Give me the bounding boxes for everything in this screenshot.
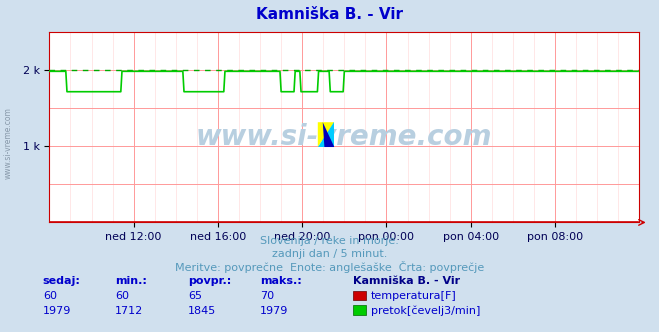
Text: povpr.:: povpr.: <box>188 276 231 286</box>
Text: sedaj:: sedaj: <box>43 276 80 286</box>
Text: www.si-vreme.com: www.si-vreme.com <box>196 123 492 150</box>
Text: Meritve: povprečne  Enote: anglešaške  Črta: povprečje: Meritve: povprečne Enote: anglešaške Črt… <box>175 261 484 273</box>
Polygon shape <box>318 122 334 147</box>
Text: www.si-vreme.com: www.si-vreme.com <box>3 107 13 179</box>
Text: 1845: 1845 <box>188 306 216 316</box>
Polygon shape <box>323 122 334 147</box>
Polygon shape <box>318 122 334 147</box>
Text: Kamniška B. - Vir: Kamniška B. - Vir <box>256 7 403 23</box>
Text: 1979: 1979 <box>260 306 289 316</box>
Text: 65: 65 <box>188 291 202 301</box>
Text: 1712: 1712 <box>115 306 144 316</box>
Text: temperatura[F]: temperatura[F] <box>371 291 457 301</box>
Text: Slovenija / reke in morje.: Slovenija / reke in morje. <box>260 236 399 246</box>
Text: 70: 70 <box>260 291 274 301</box>
Text: pretok[čevelj3/min]: pretok[čevelj3/min] <box>371 305 480 316</box>
Text: 1979: 1979 <box>43 306 71 316</box>
Text: min.:: min.: <box>115 276 147 286</box>
Text: 60: 60 <box>43 291 57 301</box>
Text: zadnji dan / 5 minut.: zadnji dan / 5 minut. <box>272 249 387 259</box>
Text: 60: 60 <box>115 291 129 301</box>
Text: Kamniška B. - Vir: Kamniška B. - Vir <box>353 276 460 286</box>
Text: maks.:: maks.: <box>260 276 302 286</box>
